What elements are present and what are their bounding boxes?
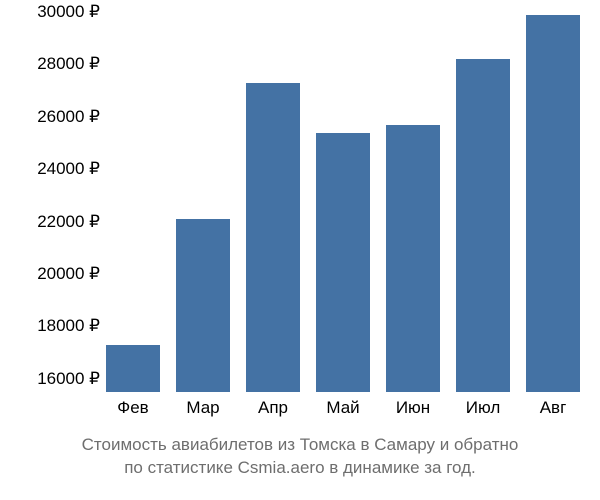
x-tick-label: Июн — [378, 398, 448, 418]
bar — [176, 219, 231, 392]
y-tick-label: 18000 ₽ — [10, 316, 100, 336]
x-tick-label: Май — [308, 398, 378, 418]
x-tick-label: Фев — [98, 398, 168, 418]
y-tick-label: 28000 ₽ — [10, 54, 100, 74]
y-tick-label: 30000 ₽ — [10, 2, 100, 22]
y-tick-label: 20000 ₽ — [10, 264, 100, 284]
bar — [316, 133, 371, 392]
x-tick-label: Мар — [168, 398, 238, 418]
plot-area — [98, 12, 588, 392]
bar-slot — [98, 12, 168, 392]
x-axis-labels: Фев Мар Апр Май Июн Июл Авг — [98, 398, 588, 418]
bar — [246, 83, 301, 392]
bars-container — [98, 12, 588, 392]
bar-slot — [378, 12, 448, 392]
x-tick-label: Авг — [518, 398, 588, 418]
bar-slot — [448, 12, 518, 392]
caption-line-2: по статистике Csmia.aero в динамике за г… — [124, 458, 476, 477]
caption-line-1: Стоимость авиабилетов из Томска в Самару… — [82, 435, 519, 454]
x-tick-label: Апр — [238, 398, 308, 418]
bar — [386, 125, 441, 392]
y-tick-label: 26000 ₽ — [10, 107, 100, 127]
y-tick-label: 24000 ₽ — [10, 159, 100, 179]
bar — [526, 15, 581, 392]
y-tick-label: 16000 ₽ — [10, 369, 100, 389]
bar — [456, 59, 511, 392]
bar-slot — [308, 12, 378, 392]
price-bar-chart: 16000 ₽ 18000 ₽ 20000 ₽ 22000 ₽ 24000 ₽ … — [0, 0, 600, 500]
chart-caption: Стоимость авиабилетов из Томска в Самару… — [0, 434, 600, 480]
bar — [106, 345, 161, 392]
bar-slot — [238, 12, 308, 392]
bar-slot — [518, 12, 588, 392]
y-tick-label: 22000 ₽ — [10, 212, 100, 232]
x-tick-label: Июл — [448, 398, 518, 418]
bar-slot — [168, 12, 238, 392]
